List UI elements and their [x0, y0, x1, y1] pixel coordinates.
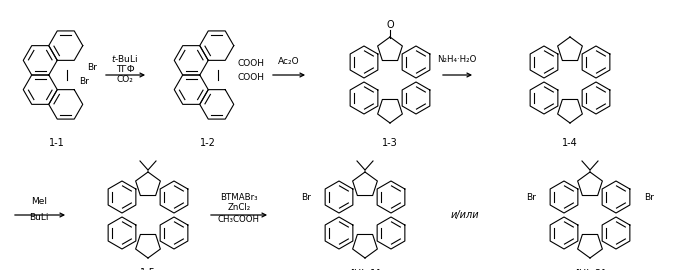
Text: MeI: MeI [31, 197, 47, 207]
Text: Br: Br [87, 63, 97, 73]
Text: 1-4: 1-4 [562, 138, 578, 148]
Text: BuLi: BuLi [29, 212, 49, 221]
Text: CO₂: CO₂ [117, 76, 134, 85]
Text: 1-5: 1-5 [140, 268, 156, 270]
Text: BTMABr₃: BTMABr₃ [220, 193, 258, 201]
Text: 1-2: 1-2 [200, 138, 216, 148]
Text: [HL-1]: [HL-1] [350, 268, 380, 270]
Text: Ac₂O: Ac₂O [278, 58, 300, 66]
Text: $t$-BuLi: $t$-BuLi [111, 52, 138, 63]
Text: [HL-2]: [HL-2] [575, 268, 605, 270]
Text: COOH: COOH [238, 73, 265, 83]
Text: N₂H₄·H₂O: N₂H₄·H₂O [438, 56, 477, 65]
Text: Br: Br [79, 77, 89, 86]
Text: ТГФ: ТГФ [116, 65, 134, 73]
Text: Br: Br [644, 193, 654, 201]
Text: O: O [386, 20, 394, 30]
Text: COOH: COOH [238, 59, 265, 68]
Text: Br: Br [301, 193, 311, 201]
Text: Br: Br [526, 193, 536, 201]
Text: 1-3: 1-3 [382, 138, 398, 148]
Text: CH₃COOH: CH₃COOH [218, 215, 260, 224]
Text: 1-1: 1-1 [49, 138, 65, 148]
Text: ZnCl₂: ZnCl₂ [227, 204, 251, 212]
Text: и/или: и/или [451, 210, 480, 220]
